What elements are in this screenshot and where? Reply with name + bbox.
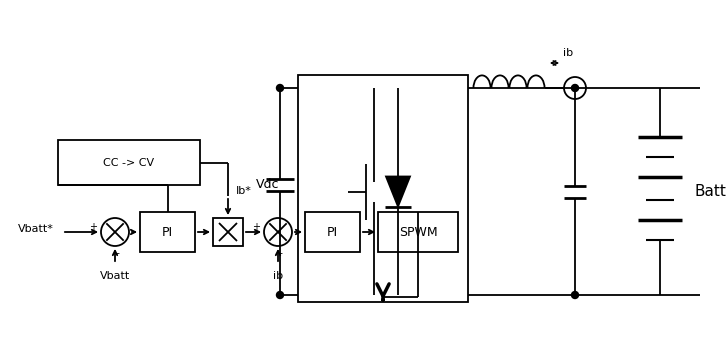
Circle shape [277,291,283,299]
Text: CC -> CV: CC -> CV [103,157,155,168]
Text: ib: ib [563,48,573,58]
Text: +: + [252,222,260,232]
Text: Vdc: Vdc [256,178,280,191]
Text: Ib*: Ib* [236,186,252,196]
Text: Vbatt: Vbatt [100,271,130,281]
Text: -: - [115,248,119,258]
Text: Batt: Batt [695,184,726,199]
Circle shape [571,85,579,91]
Circle shape [572,85,578,91]
Text: Vbatt*: Vbatt* [18,224,54,234]
Text: +: + [89,222,97,232]
Text: ib: ib [273,271,283,281]
Polygon shape [386,176,410,206]
Circle shape [571,291,579,299]
Circle shape [277,85,283,91]
Text: PI: PI [162,225,173,238]
Text: SPWM: SPWM [399,225,437,238]
Text: -: - [278,248,282,258]
Text: PI: PI [327,225,338,238]
